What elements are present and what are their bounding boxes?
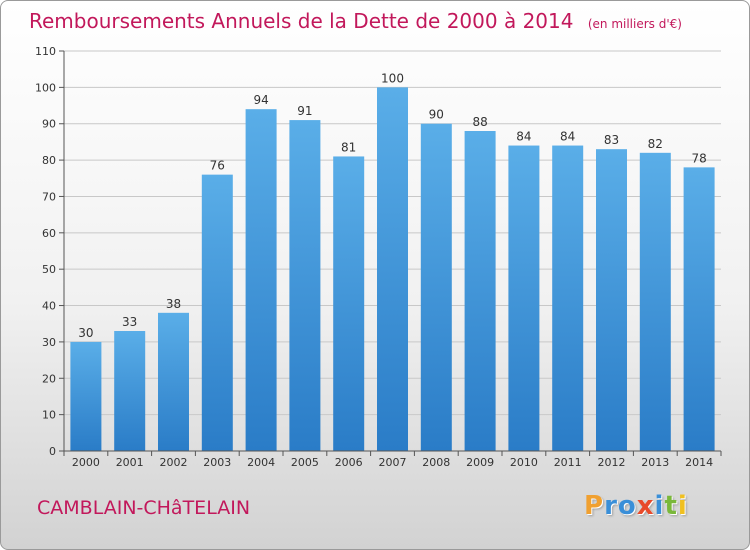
- chart-title-text: Remboursements Annuels de la Dette de 20…: [29, 9, 574, 33]
- value-label-2003: 76: [210, 159, 225, 173]
- y-tick-label: 90: [42, 118, 56, 131]
- city-name: CAMBLAIN-CHâTELAIN: [37, 497, 251, 519]
- bar-2002: [158, 312, 189, 451]
- x-tick-label-2010: 2010: [510, 456, 538, 469]
- x-tick-label-2009: 2009: [466, 456, 494, 469]
- y-axis-ticks: 0 10 20 30 40 50 60 70 80 90 100 110: [35, 45, 64, 458]
- proxiti-logo: Proxiti: [584, 491, 688, 521]
- x-tick-label-2002: 2002: [160, 456, 188, 469]
- y-tick-label: 20: [42, 372, 56, 385]
- x-tick-label-2006: 2006: [335, 456, 363, 469]
- chart-unit-note: (en milliers d'€): [587, 17, 682, 31]
- bar-2013: [639, 152, 671, 451]
- y-tick-label: 110: [35, 45, 56, 58]
- brand-letter: t: [664, 491, 678, 521]
- bar-2008: [420, 123, 452, 452]
- chart-title: Remboursements Annuels de la Dette de 20…: [29, 9, 682, 33]
- bar-2000: [70, 341, 102, 451]
- value-label-2001: 33: [122, 315, 137, 329]
- value-label-2009: 88: [472, 115, 487, 129]
- x-tick-label-2007: 2007: [379, 456, 407, 469]
- brand-letter: r: [604, 491, 618, 521]
- x-tick-label-2012: 2012: [598, 456, 626, 469]
- x-axis-ticks: 2000 2001 2002 2003 2004 2005 2006 2007 2008 2009…: [63, 451, 722, 469]
- x-tick-label-2013: 2013: [641, 456, 669, 469]
- y-tick-label: 10: [42, 409, 56, 422]
- axes: [63, 51, 721, 452]
- value-label-2014: 78: [691, 151, 706, 165]
- y-tick-label: 70: [42, 190, 56, 203]
- brand-letter: x: [636, 491, 655, 521]
- x-tick-label-2000: 2000: [72, 456, 100, 469]
- bar-2006: [333, 156, 365, 452]
- x-tick-label-2011: 2011: [554, 456, 582, 469]
- x-tick-label-2003: 2003: [203, 456, 231, 469]
- value-label-2011: 84: [560, 130, 575, 144]
- brand-letter: i: [654, 491, 665, 521]
- y-tick-label: 80: [42, 154, 56, 167]
- bar-2011: [552, 145, 584, 451]
- bar-2003: [201, 174, 233, 452]
- x-tick-label-2008: 2008: [422, 456, 450, 469]
- value-label-2007: 100: [381, 71, 404, 85]
- x-tick-label-2005: 2005: [291, 456, 319, 469]
- value-label-2002: 38: [166, 297, 181, 311]
- bar-2014: [683, 167, 715, 451]
- bar-2010: [508, 145, 540, 451]
- value-label-2012: 83: [604, 133, 619, 147]
- x-tick-label-2004: 2004: [247, 456, 275, 469]
- value-label-2004: 94: [253, 93, 268, 107]
- brand-letter: i: [677, 491, 688, 521]
- value-label-2008: 90: [429, 108, 444, 122]
- bars: [70, 87, 715, 452]
- x-tick-label-2001: 2001: [116, 456, 144, 469]
- bar-2007: [377, 87, 408, 451]
- x-tick-label-2014: 2014: [685, 456, 713, 469]
- y-tick-label: 100: [35, 81, 56, 94]
- bar-2009: [464, 131, 496, 451]
- y-tick-label: 60: [42, 227, 56, 240]
- value-labels: 30 33 38 76 94 91 81 100 90 88 84 84 83 82 78: [78, 71, 706, 340]
- y-tick-label: 50: [42, 263, 56, 276]
- y-tick-label: 30: [42, 336, 56, 349]
- bar-2005: [289, 120, 321, 451]
- value-label-2013: 82: [648, 137, 663, 151]
- y-tick-label: 0: [49, 445, 56, 458]
- value-label-2000: 30: [78, 326, 93, 340]
- bar-2001: [114, 331, 146, 451]
- value-label-2006: 81: [341, 140, 356, 154]
- y-tick-label: 40: [42, 300, 56, 313]
- bar-2012: [596, 149, 627, 451]
- bar-2004: [245, 109, 277, 451]
- value-label-2005: 91: [297, 104, 312, 118]
- brand-letter: o: [617, 491, 637, 521]
- brand-letter: P: [584, 491, 605, 521]
- value-label-2010: 84: [516, 130, 531, 144]
